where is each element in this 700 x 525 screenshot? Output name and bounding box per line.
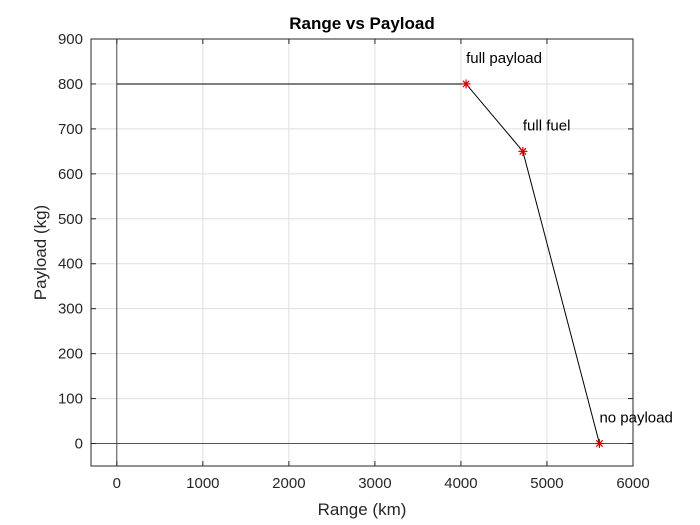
x-tick-label: 2000 bbox=[272, 475, 305, 492]
x-tick-label: 4000 bbox=[444, 475, 477, 492]
annotations-group: full payload full fuel no payload bbox=[466, 50, 673, 427]
y-tick-label: 600 bbox=[58, 166, 83, 183]
series-line bbox=[116, 83, 600, 444]
x-tick-label: 6000 bbox=[616, 475, 649, 492]
y-axis-label: Payload (kg) bbox=[31, 205, 50, 300]
y-tick-label: 100 bbox=[58, 391, 83, 408]
point-annotation: no payload bbox=[599, 410, 672, 427]
x-tick-label: 1000 bbox=[186, 475, 219, 492]
grid-lines bbox=[91, 38, 634, 466]
y-tick-label: 900 bbox=[58, 31, 83, 48]
y-tick-label: 500 bbox=[58, 211, 83, 228]
x-tick-label: 5000 bbox=[530, 475, 563, 492]
plot-area-frame bbox=[90, 38, 634, 467]
marker-stroke bbox=[462, 80, 470, 88]
y-tick-label: 400 bbox=[58, 256, 83, 273]
x-tick-label: 0 bbox=[113, 475, 121, 492]
markers-group bbox=[461, 79, 604, 449]
chart-title: Range vs Payload bbox=[289, 14, 435, 33]
point-annotation: full payload bbox=[466, 50, 542, 67]
series-group bbox=[116, 83, 600, 444]
point-annotation: full fuel bbox=[523, 117, 571, 134]
y-tick-label: 800 bbox=[58, 76, 83, 93]
data-point-marker bbox=[461, 79, 471, 89]
axis-ticks: 0 1000 2000 3000 4000 5000 6000 0 100 200 300 400 50… bbox=[58, 31, 650, 492]
reference-lines bbox=[91, 39, 633, 466]
y-tick-label: 700 bbox=[58, 121, 83, 138]
marker-stroke bbox=[595, 439, 604, 448]
x-axis-label: Range (km) bbox=[318, 500, 407, 519]
y-tick-label: 0 bbox=[75, 436, 83, 453]
marker-stroke bbox=[519, 147, 527, 155]
data-point-marker bbox=[594, 439, 604, 449]
y-tick-label: 200 bbox=[58, 346, 83, 363]
y-tick-label: 300 bbox=[58, 301, 83, 318]
data-point-marker bbox=[518, 146, 528, 156]
x-tick-label: 3000 bbox=[358, 475, 391, 492]
